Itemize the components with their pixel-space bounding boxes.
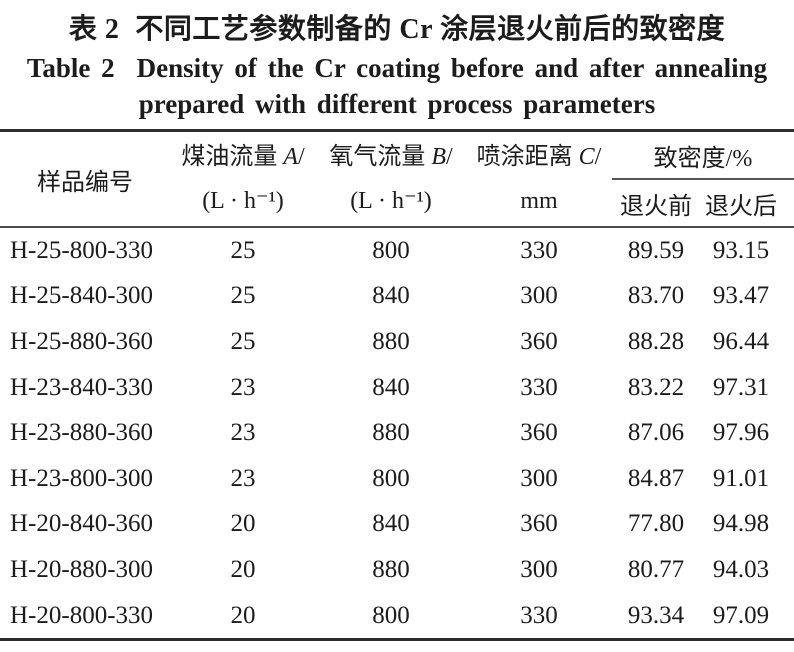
sample-id-cell: H-25-800-330 [10,236,154,264]
header-oxygen-flow-name: 氧气流量 B/ [329,144,453,170]
table-body: H-25-800-330 25 800 330 89.59 93.15 H-25… [0,227,794,640]
header-kerosene-flow-name: 煤油流量 A/ [181,144,305,170]
density-before-cell: 80.77 [627,555,685,583]
oxygen-flow-cell: 880 [372,419,410,447]
header-density-after: 退火后 [700,179,794,228]
sample-id-cell: H-20-840-360 [10,510,154,538]
sample-id-cell: H-20-800-330 [10,601,154,629]
sample-id-cell: H-23-880-360 [10,419,154,447]
variable-a: A [283,144,298,170]
table-row: H-23-840-330 23 840 330 83.22 97.31 [0,365,794,411]
spray-distance-cell: 300 [520,282,558,310]
density-before-cell: 89.59 [627,236,685,264]
table-caption-block: 表 2 不同工艺参数制备的 Cr 涂层退火前后的致密度 Table 2 Densit… [0,0,794,122]
density-before-cell: 83.70 [627,282,685,310]
table-row: H-20-840-360 20 840 360 77.80 94.98 [0,502,794,548]
header-spray-distance-unit: mm [520,188,558,214]
table-header: 样品编号 煤油流量 A/ (L · h⁻¹) 氧气流量 B/ (L · h⁻¹)… [0,130,794,228]
table-title-text-en: Density of the Cr coating before and aft… [136,53,768,83]
kerosene-flow-cell: 20 [230,555,256,583]
density-before-cell: 83.22 [627,373,685,401]
table-row: H-23-800-300 23 800 300 84.87 91.01 [0,456,794,502]
variable-c: C [578,144,595,170]
oxygen-flow-cell: 840 [372,282,410,310]
header-oxygen-flow-unit: (L · h⁻¹) [350,188,432,214]
density-before-cell: 77.80 [627,510,685,538]
table-number-zh: 表 2 [68,14,120,45]
header-oxygen-flow: 氧气流量 B/ (L · h⁻¹) [316,130,466,228]
density-after-cell: 97.09 [712,601,770,629]
oxygen-flow-cell: 800 [372,464,410,492]
oxygen-flow-cell: 840 [372,373,410,401]
header-spray-distance-name: 喷涂距离 C/ [476,144,602,170]
spray-distance-cell: 300 [520,555,558,583]
page-title-en-line1: Table 2 Density of the Cr coating before … [0,50,794,87]
density-before-cell: 93.34 [627,601,685,629]
table-row: H-25-800-330 25 800 330 89.59 93.15 [0,227,794,274]
sample-id-cell: H-25-840-300 [10,282,154,310]
sample-id-cell: H-23-800-300 [10,464,154,492]
spray-distance-cell: 330 [520,373,558,401]
density-after-cell: 93.15 [712,236,770,264]
table-number-en: Table 2 [26,53,115,83]
header-kerosene-flow: 煤油流量 A/ (L · h⁻¹) [170,130,316,228]
table-row: H-20-800-330 20 800 330 93.34 97.09 [0,593,794,640]
header-density-before: 退火前 [612,179,700,228]
header-row-2: 退火前 退火后 [0,179,794,228]
kerosene-flow-cell: 23 [230,419,256,447]
table-row: H-25-880-360 25 880 360 88.28 96.44 [0,319,794,365]
spray-distance-cell: 360 [520,327,558,355]
spray-distance-cell: 300 [520,464,558,492]
density-after-cell: 91.01 [712,464,770,492]
page-title-zh: 表 2 不同工艺参数制备的 Cr 涂层退火前后的致密度 [0,10,794,50]
header-row-1: 样品编号 煤油流量 A/ (L · h⁻¹) 氧气流量 B/ (L · h⁻¹)… [0,130,794,228]
density-after-cell: 93.47 [712,282,770,310]
spray-distance-cell: 330 [520,236,558,264]
oxygen-flow-cell: 880 [372,327,410,355]
kerosene-flow-cell: 25 [230,327,256,355]
header-kerosene-flow-unit: (L · h⁻¹) [202,188,284,214]
oxygen-flow-cell: 840 [372,510,410,538]
density-after-cell: 97.96 [712,419,770,447]
density-before-cell: 88.28 [627,327,685,355]
sample-id-cell: H-23-840-330 [10,373,154,401]
variable-b: B [431,144,446,170]
table-row: H-25-840-300 25 840 300 83.70 93.47 [0,274,794,320]
oxygen-flow-cell: 880 [372,555,410,583]
spray-distance-cell: 360 [520,419,558,447]
sample-id-cell: H-25-880-360 [10,327,154,355]
header-sample-id: 样品编号 [0,130,170,228]
density-before-cell: 87.06 [627,419,685,447]
kerosene-flow-cell: 25 [230,236,256,264]
kerosene-flow-cell: 20 [230,510,256,538]
density-after-cell: 94.98 [712,510,770,538]
spray-distance-cell: 360 [520,510,558,538]
header-spray-distance: 喷涂距离 C/ mm [466,130,612,228]
density-after-cell: 97.31 [712,373,770,401]
density-before-cell: 84.87 [627,464,685,492]
oxygen-flow-cell: 800 [372,236,410,264]
sample-id-cell: H-20-880-300 [10,555,154,583]
table-row: H-20-880-300 20 880 300 80.77 94.03 [0,547,794,593]
kerosene-flow-cell: 23 [230,464,256,492]
spray-distance-cell: 330 [520,601,558,629]
density-after-cell: 96.44 [712,327,770,355]
density-data-table: 样品编号 煤油流量 A/ (L · h⁻¹) 氧气流量 B/ (L · h⁻¹)… [0,129,794,642]
kerosene-flow-cell: 20 [230,601,256,629]
oxygen-flow-cell: 800 [372,601,410,629]
table-row: H-23-880-360 23 880 360 87.06 97.96 [0,410,794,456]
table-title-text-zh: 不同工艺参数制备的 Cr 涂层退火前后的致密度 [135,14,726,45]
page-title-en-line2: prepared with different process paramete… [138,89,656,119]
density-after-cell: 94.03 [712,555,770,583]
kerosene-flow-cell: 25 [230,282,256,310]
header-density-group: 致密度/% [612,130,794,180]
kerosene-flow-cell: 23 [230,373,256,401]
